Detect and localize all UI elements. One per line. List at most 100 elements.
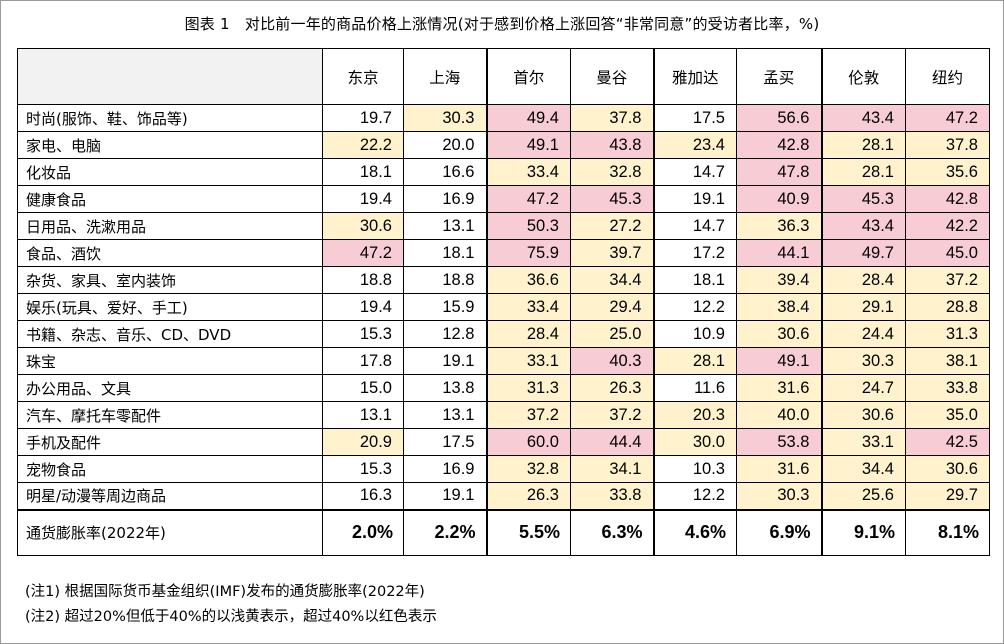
column-header: 上海 [403, 48, 487, 105]
row-label: 食品、酒饮 [17, 239, 323, 267]
column-header: 纽约 [905, 48, 990, 105]
row-label: 汽车、摩托车零配件 [17, 401, 323, 429]
row-label: 日用品、洗漱用品 [17, 212, 323, 240]
table-row: 日用品、洗漱用品 30.6 13.1 50.3 27.2 14.7 36.3 43.4 42.2 [17, 212, 990, 240]
value-cell: 23.4 [652, 131, 737, 159]
value-cell: 47.2 [485, 185, 571, 213]
row-label: 书籍、杂志、音乐、CD、DVD [17, 320, 323, 348]
value-cell: 12.2 [652, 293, 737, 321]
value-cell: 18.1 [652, 266, 737, 294]
value-cell: 36.6 [485, 266, 571, 294]
value-cell: 53.8 [736, 428, 822, 456]
inflation-value: 2.2% [403, 508, 487, 556]
value-cell: 37.8 [570, 104, 654, 132]
value-cell: 33.1 [485, 347, 571, 375]
value-cell: 47.2 [322, 239, 404, 267]
value-cell: 34.1 [570, 455, 654, 483]
value-cell: 42.5 [905, 428, 990, 456]
column-header: 孟买 [736, 48, 822, 105]
row-label: 时尚(服饰、鞋、饰品等) [17, 104, 323, 132]
value-cell: 22.2 [322, 131, 404, 159]
table-row: 明星/动漫等周边商品 16.3 19.1 26.3 33.8 12.2 30.3 25.6 29… [17, 482, 990, 510]
figure-title: 图表 1 对比前一年的商品价格上涨情况(对于感到价格上涨回答“非常同意”的受访者… [184, 15, 820, 33]
value-cell: 49.7 [820, 239, 906, 267]
inflation-label: 通货膨胀率(2022年) [17, 508, 323, 556]
value-cell: 28.4 [820, 266, 906, 294]
value-cell: 38.4 [736, 293, 822, 321]
value-cell: 18.8 [403, 266, 487, 294]
value-cell: 28.4 [485, 320, 571, 348]
value-cell: 14.7 [652, 158, 737, 186]
value-cell: 17.8 [322, 347, 404, 375]
value-cell: 31.3 [905, 320, 990, 348]
value-cell: 31.6 [736, 455, 822, 483]
value-cell: 42.8 [736, 131, 822, 159]
footnote: (注2) 超过20%但低于40%的以浅黄表示，超过40%以红色表示 [25, 609, 437, 625]
value-cell: 29.1 [820, 293, 906, 321]
value-cell: 19.1 [403, 347, 487, 375]
table-row: 时尚(服饰、鞋、饰品等) 19.7 30.3 49.4 37.8 17.5 56.6 43.4… [17, 104, 990, 132]
value-cell: 27.2 [570, 212, 654, 240]
value-cell: 33.8 [905, 374, 990, 402]
value-cell: 16.9 [403, 185, 487, 213]
table-row: 手机及配件 20.9 17.5 60.0 44.4 30.0 53.8 33.1 42.5 [17, 428, 990, 456]
value-cell: 40.9 [736, 185, 822, 213]
value-cell: 50.3 [485, 212, 571, 240]
value-cell: 17.5 [652, 104, 737, 132]
column-header: 东京 [322, 48, 404, 105]
value-cell: 10.3 [652, 455, 737, 483]
value-cell: 28.1 [652, 347, 737, 375]
value-cell: 35.6 [905, 158, 990, 186]
value-cell: 33.1 [820, 428, 906, 456]
inflation-row: 通货膨胀率(2022年) 2.0% 2.2% 5.5% 6.3% 4.6% 6.9% 9.1%… [17, 508, 990, 556]
price-increase-table: 东京 上海 首尔 曼谷 雅加达 孟买 伦敦 纽约 时尚(服饰、鞋、饰品等) 19.… [17, 48, 990, 556]
value-cell: 39.7 [570, 239, 654, 267]
value-cell: 26.3 [485, 482, 571, 510]
value-cell: 30.3 [736, 482, 822, 510]
row-label: 明星/动漫等周边商品 [17, 482, 323, 510]
value-cell: 45.3 [570, 185, 654, 213]
value-cell: 39.4 [736, 266, 822, 294]
table-row: 珠宝 17.8 19.1 33.1 40.3 28.1 49.1 30.3 38.1 [17, 347, 990, 375]
value-cell: 16.9 [403, 455, 487, 483]
row-label: 化妆品 [17, 158, 323, 186]
value-cell: 30.6 [905, 455, 990, 483]
value-cell: 49.1 [736, 347, 822, 375]
value-cell: 30.3 [403, 104, 487, 132]
value-cell: 12.2 [652, 482, 737, 510]
value-cell: 43.4 [820, 104, 906, 132]
row-label: 宠物食品 [17, 455, 323, 483]
value-cell: 29.4 [570, 293, 654, 321]
value-cell: 19.4 [322, 293, 404, 321]
value-cell: 45.3 [820, 185, 906, 213]
value-cell: 60.0 [485, 428, 571, 456]
value-cell: 56.6 [736, 104, 822, 132]
header-row: 东京 上海 首尔 曼谷 雅加达 孟买 伦敦 纽约 [17, 48, 990, 105]
value-cell: 30.6 [736, 320, 822, 348]
value-cell: 15.0 [322, 374, 404, 402]
row-label: 杂货、家具、室内装饰 [17, 266, 323, 294]
inflation-value: 6.3% [570, 508, 654, 556]
value-cell: 15.3 [322, 455, 404, 483]
value-cell: 75.9 [485, 239, 571, 267]
row-label: 珠宝 [17, 347, 323, 375]
value-cell: 19.1 [652, 185, 737, 213]
value-cell: 31.6 [736, 374, 822, 402]
inflation-value: 8.1% [905, 508, 990, 556]
inflation-value: 5.5% [485, 508, 571, 556]
value-cell: 16.3 [322, 482, 404, 510]
value-cell: 30.6 [322, 212, 404, 240]
value-cell: 44.1 [736, 239, 822, 267]
table-row: 杂货、家具、室内装饰 18.8 18.8 36.6 34.4 18.1 39.4 28.4 37… [17, 266, 990, 294]
value-cell: 13.1 [322, 401, 404, 429]
column-header: 首尔 [485, 48, 571, 105]
column-header: 伦敦 [820, 48, 906, 105]
value-cell: 44.4 [570, 428, 654, 456]
value-cell: 49.1 [485, 131, 571, 159]
footnote: (注1) 根据国际货币基金组织(IMF)发布的通货膨胀率(2022年) [25, 584, 425, 600]
value-cell: 10.9 [652, 320, 737, 348]
value-cell: 13.1 [403, 212, 487, 240]
column-header: 雅加达 [652, 48, 737, 105]
value-cell: 43.8 [570, 131, 654, 159]
value-cell: 24.4 [820, 320, 906, 348]
